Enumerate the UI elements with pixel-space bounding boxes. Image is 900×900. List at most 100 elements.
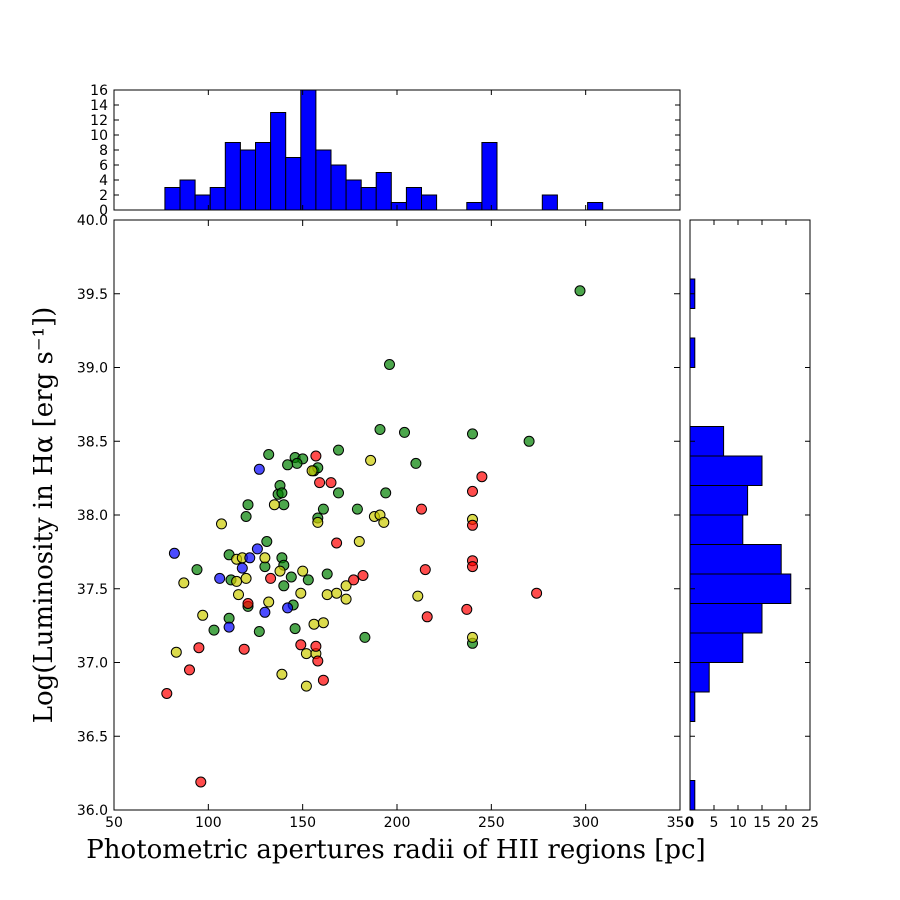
right-hist-x-tick-label: 15 — [753, 815, 771, 831]
top-histogram-bar — [345, 179, 362, 211]
right-hist-x-tick-label: 10 — [729, 815, 747, 831]
x-tick-label: 100 — [195, 815, 222, 831]
scatter-point — [306, 465, 318, 477]
scatter-point — [242, 598, 254, 609]
y-tick-label: 40.0 — [77, 213, 108, 229]
top-histogram-bar — [164, 187, 181, 211]
scatter-point — [317, 617, 329, 629]
right-hist-x-tick-label: 5 — [710, 815, 719, 831]
scatter-point — [312, 516, 324, 528]
scatter-point — [278, 499, 290, 511]
top-histogram-bar — [209, 187, 226, 211]
right-histogram-bar — [689, 426, 725, 457]
scatter-point — [282, 602, 294, 614]
scatter-point — [359, 631, 371, 643]
top-histogram-bar — [481, 142, 498, 211]
y-tick-label: 36.0 — [77, 803, 108, 819]
scatter-point — [321, 568, 333, 580]
right-histogram-bar — [689, 455, 763, 486]
scatter-point — [197, 609, 209, 621]
top-histogram-bar — [285, 157, 302, 211]
right-histogram-bar — [689, 691, 696, 722]
scatter-point — [384, 359, 395, 370]
scatter-point — [523, 435, 535, 447]
scatter-point — [321, 589, 333, 601]
y-axis-label: Log(Luminosity in Hα [erg s⁻¹]) — [29, 307, 59, 724]
top-hist-y-tick-label: 10 — [90, 128, 108, 144]
y-tick-label: 39.0 — [77, 361, 108, 377]
y-tick-label: 39.5 — [77, 287, 108, 303]
top-histogram-bar — [541, 194, 558, 211]
scatter-point — [261, 536, 273, 547]
scatter-point — [331, 537, 343, 549]
scatter-point — [308, 618, 320, 630]
scatter-point — [208, 624, 220, 636]
x-tick-label: 350 — [667, 815, 694, 831]
scatter-point — [184, 664, 195, 676]
x-tick-label: 250 — [478, 815, 505, 831]
y-tick-label: 38.0 — [77, 508, 108, 524]
scatter-point — [325, 477, 337, 489]
scatter-point — [467, 519, 478, 531]
scatter-point — [467, 428, 478, 440]
y-tick-label: 38.5 — [77, 434, 108, 450]
scatter-point — [295, 587, 307, 599]
scatter-point — [297, 565, 309, 577]
top-histogram-bar — [405, 187, 422, 211]
right-histogram-bar — [689, 573, 792, 604]
scatter-point — [310, 640, 322, 652]
scatter-point — [467, 561, 478, 573]
top-histogram-bar — [390, 202, 407, 211]
scatter-point — [374, 424, 386, 435]
right-histogram-bar — [689, 603, 763, 634]
scatter-point — [233, 589, 244, 601]
scatter-point — [259, 606, 271, 618]
scatter-point — [351, 503, 363, 515]
scatter-point — [242, 499, 254, 511]
right-histogram-bar — [689, 485, 749, 516]
scatter-point — [357, 570, 369, 581]
top-hist-y-tick-label: 2 — [99, 188, 108, 204]
top-hist-y-tick-label: 0 — [99, 203, 108, 219]
top-histogram-bar — [587, 202, 604, 211]
scatter-point — [461, 603, 473, 615]
scatter-point — [295, 639, 307, 651]
scatter-point — [168, 547, 180, 559]
scatter-point — [476, 471, 488, 483]
scatter-point — [216, 518, 227, 530]
scatter-point — [170, 646, 182, 658]
scatter-point — [214, 572, 226, 584]
scatter-point — [331, 587, 343, 599]
scatter-point — [410, 457, 422, 469]
right-hist-x-tick-label: 20 — [777, 815, 795, 831]
scatter-point — [263, 596, 275, 608]
scatter-point — [574, 285, 586, 297]
scatter-point — [178, 577, 190, 589]
scatter-point — [191, 564, 203, 576]
scatter-point — [253, 463, 265, 475]
scatter-point — [238, 643, 250, 655]
top-histogram-bar — [179, 179, 196, 211]
top-histogram-bar — [421, 194, 438, 211]
x-tick-label: 50 — [105, 815, 123, 831]
right-hist-x-tick-label: 25 — [801, 815, 819, 831]
x-tick-label: 300 — [572, 815, 599, 831]
scatter-point — [365, 454, 377, 466]
scatter-point — [240, 511, 252, 522]
scatter-point — [285, 571, 297, 583]
y-tick-label: 37.5 — [77, 582, 108, 598]
scatter-point — [300, 680, 312, 692]
scatter-point — [231, 575, 243, 587]
top-hist-y-tick-label: 8 — [99, 143, 108, 159]
scatter-point — [467, 485, 478, 497]
top-hist-y-tick-label: 12 — [90, 113, 108, 129]
y-tick-label: 36.5 — [77, 729, 108, 745]
right-histogram-bar — [689, 662, 710, 693]
scatter-point — [399, 426, 410, 438]
scatter-point — [195, 776, 207, 788]
x-tick-label: 200 — [384, 815, 411, 831]
right-histogram-bar — [689, 514, 744, 545]
